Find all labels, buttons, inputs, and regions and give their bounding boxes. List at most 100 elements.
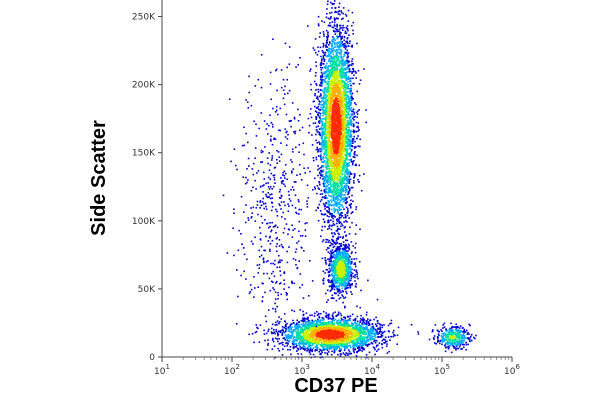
event-dot xyxy=(323,144,325,147)
event-dot xyxy=(340,127,342,130)
event-dot xyxy=(314,94,316,97)
event-dot xyxy=(321,74,324,77)
event-dot xyxy=(330,51,332,53)
event-dot xyxy=(322,166,324,168)
event-dot xyxy=(321,225,324,228)
event-dot xyxy=(357,122,359,124)
event-dot xyxy=(334,169,336,172)
event-dot xyxy=(330,154,333,156)
event-dot xyxy=(351,92,354,95)
event-dot xyxy=(332,104,334,106)
event-dot xyxy=(337,288,339,291)
event-dot xyxy=(325,171,327,173)
event-dot xyxy=(325,173,327,176)
event-dot xyxy=(329,42,331,44)
event-dot xyxy=(349,152,351,154)
event-dot xyxy=(321,49,324,52)
event-dot xyxy=(334,265,336,268)
event-dot xyxy=(333,105,335,108)
event-dot xyxy=(336,35,338,37)
event-dot xyxy=(324,148,326,151)
event-dot xyxy=(328,108,331,110)
event-dot xyxy=(343,103,346,105)
event-dot xyxy=(331,66,333,69)
event-dot xyxy=(342,156,344,158)
event-dot xyxy=(339,228,341,230)
event-dot xyxy=(342,12,345,15)
event-dot xyxy=(344,161,346,163)
event-dot xyxy=(333,76,335,79)
event-dot xyxy=(328,141,330,143)
event-dot xyxy=(313,80,316,83)
event-dot xyxy=(334,148,336,150)
event-dot xyxy=(331,297,334,299)
event-dot xyxy=(342,114,344,116)
event-dot xyxy=(338,137,341,139)
event-dot xyxy=(355,206,358,208)
event-dot xyxy=(340,45,342,48)
event-dot xyxy=(333,149,335,152)
event-dot xyxy=(319,109,322,111)
event-dot xyxy=(345,77,348,80)
event-dot xyxy=(323,94,325,96)
event-dot xyxy=(332,3,334,6)
event-dot xyxy=(320,103,322,106)
event-dot xyxy=(336,144,338,147)
event-dot xyxy=(328,200,331,203)
event-dot xyxy=(331,273,333,276)
event-dot xyxy=(342,43,344,45)
event-dot xyxy=(334,132,337,134)
event-dot xyxy=(335,192,338,194)
event-dot xyxy=(335,238,338,240)
event-dot xyxy=(355,72,357,74)
event-dot xyxy=(339,144,341,147)
event-dot xyxy=(323,91,326,93)
event-dot xyxy=(345,286,348,289)
event-dot xyxy=(327,211,329,214)
event-dot xyxy=(330,260,332,263)
event-dot xyxy=(325,100,327,103)
event-dot xyxy=(310,108,312,110)
event-dot xyxy=(346,150,348,152)
event-dot xyxy=(329,178,332,180)
event-dot xyxy=(319,155,322,157)
event-dot xyxy=(350,70,352,73)
event-dot xyxy=(331,265,334,268)
event-dot xyxy=(330,94,333,96)
event-dot xyxy=(337,294,340,297)
event-dot xyxy=(336,135,339,137)
event-dot xyxy=(344,67,347,69)
event-dot xyxy=(320,55,322,58)
event-dot xyxy=(346,250,348,252)
event-dot xyxy=(353,177,355,179)
event-dot xyxy=(331,172,333,174)
event-dot xyxy=(327,69,330,72)
event-dot xyxy=(340,267,343,269)
event-dot xyxy=(348,134,350,137)
event-dot xyxy=(344,271,346,273)
event-dot xyxy=(346,49,349,52)
event-dot xyxy=(346,141,349,144)
event-dot xyxy=(324,123,327,125)
event-dot xyxy=(326,130,328,133)
event-dot xyxy=(340,196,342,198)
event-dot xyxy=(325,102,327,104)
event-dot xyxy=(339,175,342,178)
event-dot xyxy=(346,265,349,267)
event-dot xyxy=(325,114,327,116)
event-dot xyxy=(327,155,330,157)
event-dot xyxy=(344,121,346,124)
event-dot xyxy=(327,88,329,91)
event-dot xyxy=(338,164,340,167)
event-dot xyxy=(345,185,347,187)
event-dot xyxy=(325,44,327,46)
event-dot xyxy=(330,53,332,55)
event-dot xyxy=(341,280,343,282)
event-dot xyxy=(347,81,349,83)
event-dot xyxy=(347,112,349,114)
event-dot xyxy=(340,291,342,294)
event-dot xyxy=(331,70,333,72)
event-dot xyxy=(336,65,338,68)
event-dot xyxy=(346,71,348,73)
event-dot xyxy=(336,161,338,164)
